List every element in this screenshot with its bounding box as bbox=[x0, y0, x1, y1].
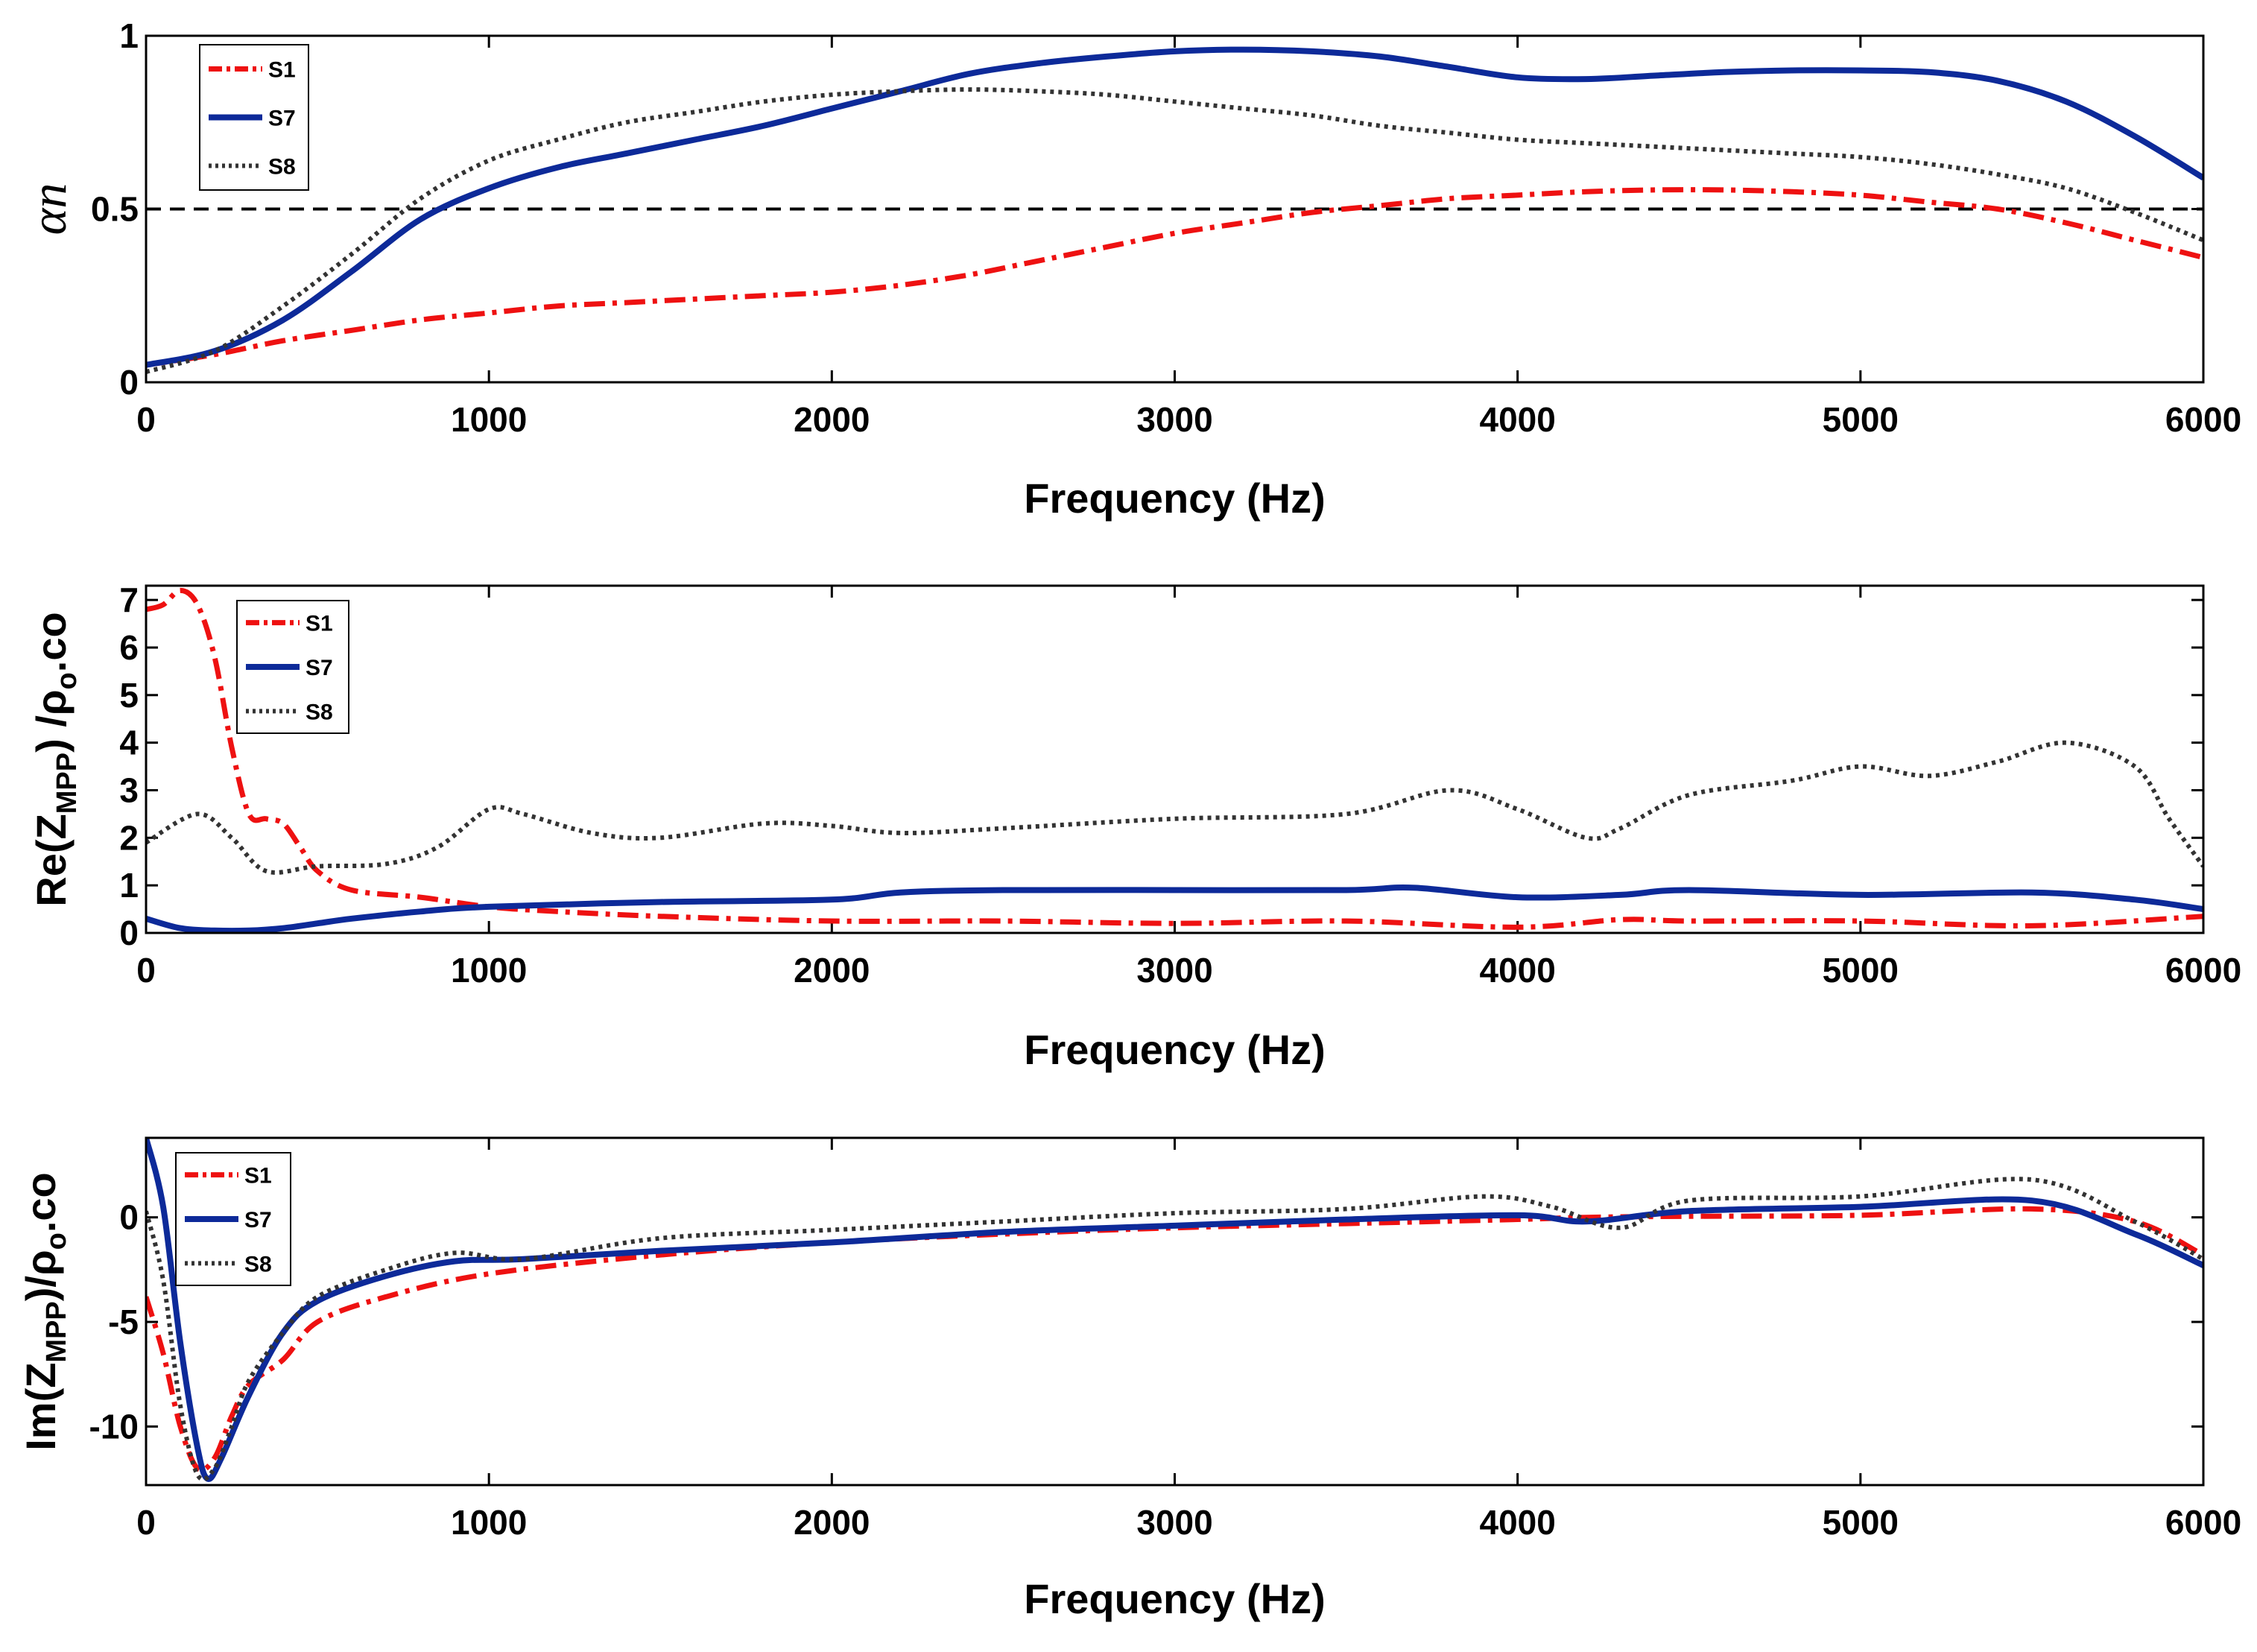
legend-label-s8: S8 bbox=[268, 155, 296, 180]
legend: S1 S7 S8 bbox=[199, 44, 309, 191]
y-tick-label: 2 bbox=[119, 818, 139, 857]
y-axis-label-part: Im(Z bbox=[17, 1363, 64, 1451]
legend-label-s7: S7 bbox=[306, 656, 333, 680]
x-axis-label: Frequency (Hz) bbox=[1024, 475, 1326, 522]
x-tick-label: 4000 bbox=[1479, 400, 1555, 439]
x-tick-label: 6000 bbox=[2165, 1503, 2241, 1542]
y-tick-label: 1 bbox=[119, 866, 139, 905]
series-line-s8 bbox=[146, 1177, 2203, 1482]
x-tick-label: 2000 bbox=[794, 400, 870, 439]
panel-1: 0 1000 2000 3000 4000 5000 6000 0 0.5 1 S1 S7 S8 Freq… bbox=[20, 16, 2241, 522]
y-axis-label-part: .co bbox=[17, 1172, 64, 1232]
legend-label-s1: S1 bbox=[268, 58, 296, 83]
x-tick-label: 5000 bbox=[1823, 1503, 1899, 1542]
x-tick-label: 5000 bbox=[1823, 400, 1899, 439]
y-axis-label: Re(ZMPP) /ρo.co bbox=[28, 612, 83, 906]
x-tick-label: 1000 bbox=[451, 400, 527, 439]
y-tick-label: 7 bbox=[119, 580, 139, 619]
legend-label-s8: S8 bbox=[244, 1252, 272, 1276]
x-tick-label: 0 bbox=[136, 1503, 156, 1542]
x-tick-label: 6000 bbox=[2165, 951, 2241, 990]
y-tick-label: 4 bbox=[119, 724, 139, 762]
legend-label-s7: S7 bbox=[268, 107, 296, 131]
y-axis-label-part: Re(Z bbox=[28, 814, 75, 906]
y-axis-label-part: .co bbox=[28, 612, 75, 672]
x-tick-label: 1000 bbox=[451, 1503, 527, 1542]
x-tick-label: 4000 bbox=[1479, 951, 1555, 990]
x-tick-label: 6000 bbox=[2165, 400, 2241, 439]
series-line-s8 bbox=[146, 87, 2203, 374]
y-axis-label-part: )/ρ bbox=[17, 1250, 64, 1301]
legend: S1 S7 S8 bbox=[175, 1152, 291, 1286]
x-tick-label: 3000 bbox=[1136, 951, 1212, 990]
plot-frame bbox=[145, 584, 2205, 934]
legend-label-s1: S1 bbox=[306, 612, 333, 636]
legend: S1 S7 S8 bbox=[236, 600, 349, 734]
y-axis-label-part: ) /ρ bbox=[28, 689, 75, 752]
x-axis-label: Frequency (Hz) bbox=[1024, 1026, 1326, 1073]
x-tick-label: 2000 bbox=[794, 1503, 870, 1542]
y-tick-label: 0 bbox=[119, 914, 139, 952]
y-axis-label-subscript: MPP bbox=[41, 1301, 72, 1362]
y-tick-label: -5 bbox=[108, 1303, 139, 1341]
panel-3: 0 1000 2000 3000 4000 5000 6000 0 -5 -10 S1 S7 S8 Fre… bbox=[17, 1136, 2241, 1622]
y-tick-label: 0.5 bbox=[91, 190, 139, 229]
x-tick-label: 2000 bbox=[794, 951, 870, 990]
series-line-s8 bbox=[146, 740, 2203, 875]
series-line-s7 bbox=[146, 1138, 2203, 1482]
legend-label-s8: S8 bbox=[306, 700, 333, 724]
series-line-s7 bbox=[146, 46, 2203, 368]
x-tick-label: 4000 bbox=[1479, 1503, 1555, 1542]
y-axis-label-subscript: o bbox=[51, 672, 83, 689]
x-tick-label: 3000 bbox=[1136, 400, 1212, 439]
y-tick-label: 1 bbox=[119, 16, 139, 55]
y-tick-label: 0 bbox=[119, 363, 139, 402]
y-tick-label: 5 bbox=[119, 676, 139, 715]
legend-label-s7: S7 bbox=[244, 1208, 272, 1232]
x-tick-label: 0 bbox=[136, 951, 156, 990]
x-tick-label: 1000 bbox=[451, 951, 527, 990]
panel-2: 0 1000 2000 3000 4000 5000 6000 0 1 2 3 4 5 6 7 S1 S7 S8 F… bbox=[28, 580, 2241, 1073]
y-tick-label: 6 bbox=[119, 628, 139, 667]
series-line-s1 bbox=[146, 187, 2203, 368]
y-axis-label: Im(ZMPP)/ρo.co bbox=[17, 1172, 72, 1451]
y-axis-label: αn bbox=[20, 183, 77, 235]
x-tick-label: 0 bbox=[136, 400, 156, 439]
plot-frame bbox=[145, 1136, 2205, 1487]
x-tick-label: 3000 bbox=[1136, 1503, 1212, 1542]
x-tick-label: 5000 bbox=[1823, 951, 1899, 990]
x-axis-label: Frequency (Hz) bbox=[1024, 1575, 1326, 1622]
series-line-s7 bbox=[146, 884, 2203, 933]
legend-label-s1: S1 bbox=[244, 1164, 272, 1189]
plot-frame bbox=[145, 34, 2205, 384]
series-line-s1 bbox=[146, 1206, 2203, 1473]
y-axis-label-subscript: MPP bbox=[51, 753, 83, 814]
y-tick-label: -10 bbox=[89, 1407, 139, 1446]
y-tick-label: 3 bbox=[119, 770, 139, 809]
y-axis-label-subscript: o bbox=[41, 1232, 72, 1250]
series-line-s1 bbox=[146, 587, 2203, 930]
y-tick-label: 0 bbox=[119, 1198, 139, 1237]
